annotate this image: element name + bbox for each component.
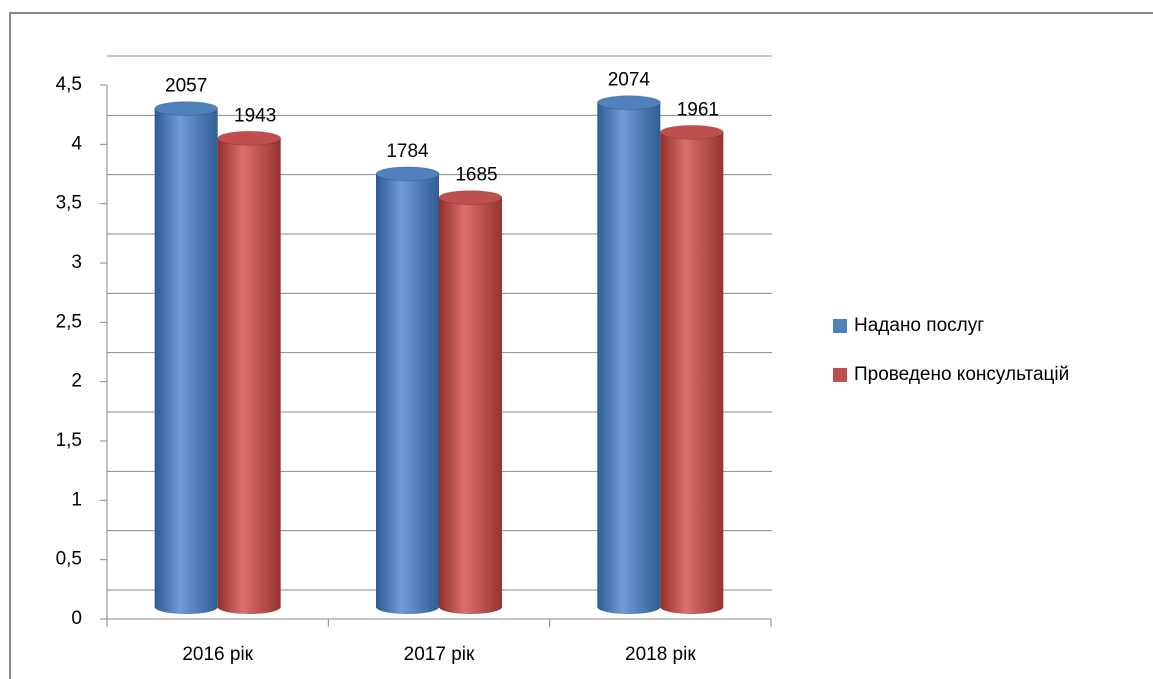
data-label: 1685	[455, 165, 497, 186]
data-label: 1784	[386, 141, 429, 162]
x-tick-label: 2016 рік	[182, 644, 253, 665]
legend-swatch	[833, 368, 847, 382]
bar-part	[154, 101, 219, 117]
bar-part	[217, 138, 281, 614]
bar	[438, 190, 503, 614]
bar	[154, 101, 219, 614]
bar-part	[376, 173, 439, 614]
bar	[659, 124, 724, 615]
bar-part	[659, 124, 724, 140]
y-tick-label: 2,5	[56, 311, 82, 332]
y-tick-label: 1,5	[56, 430, 82, 451]
y-tick-label: 1	[71, 489, 82, 510]
x-tick-label: 2018 рік	[625, 644, 696, 665]
y-tick-label: 0,5	[56, 549, 82, 570]
bar-part	[438, 190, 503, 206]
bar-part	[660, 132, 724, 615]
legend-swatch	[833, 319, 847, 333]
bar	[596, 95, 661, 615]
bar-part	[597, 102, 661, 615]
frame	[9, 12, 1153, 679]
bar	[375, 166, 440, 614]
bar-part	[596, 95, 661, 111]
legend-label: Проведено консультацій	[854, 364, 1069, 385]
y-tick-label: 0	[71, 608, 82, 629]
y-tick-label: 3,5	[56, 193, 82, 214]
data-label: 2057	[165, 76, 207, 97]
y-tick-label: 4,5	[56, 74, 82, 95]
y-tick-label: 2	[71, 371, 82, 392]
y-tick-label: 4	[71, 133, 82, 154]
legend-label: Надано послуг	[854, 315, 984, 336]
bar	[217, 130, 282, 614]
x-tick-label: 2017 рік	[404, 644, 475, 665]
y-tick-label: 3	[71, 252, 82, 273]
data-label: 1943	[234, 105, 276, 126]
bar-part	[439, 197, 502, 614]
data-label: 2074	[608, 70, 651, 91]
bar-part	[375, 166, 440, 182]
bar-part	[154, 108, 218, 614]
bar-part	[217, 130, 282, 146]
data-label: 1961	[677, 99, 719, 120]
